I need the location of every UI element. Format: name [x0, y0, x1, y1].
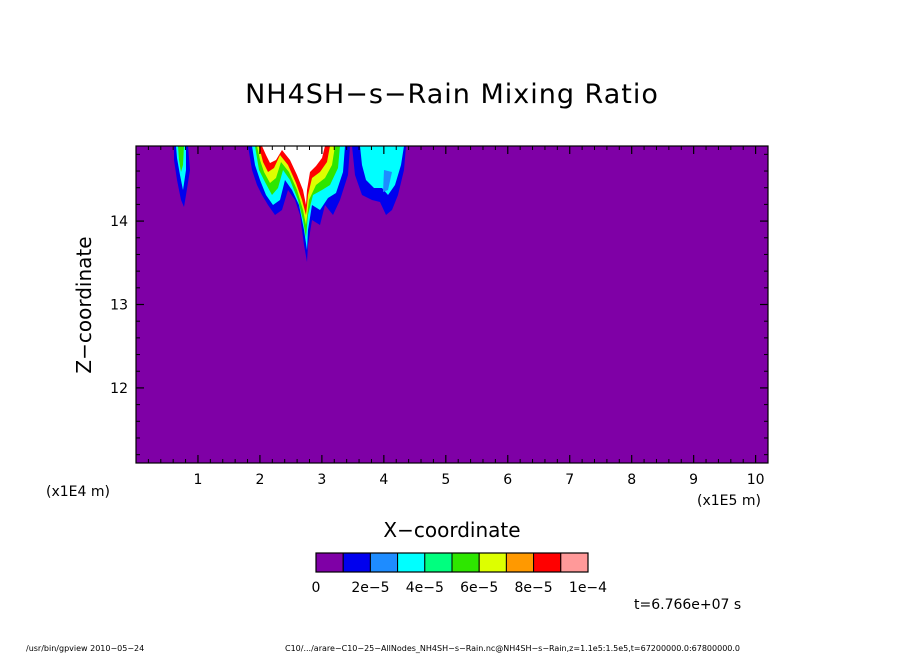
x-tick-label: 4: [379, 472, 388, 488]
x-tick-label: 8: [627, 472, 636, 488]
rain-plumes: [174, 146, 406, 262]
colorbar-label: 6e−5: [460, 580, 498, 596]
colorbar-swatch: [342, 552, 371, 573]
colorbar-label: 8e−5: [515, 580, 553, 596]
x-tick-label: 2: [255, 472, 264, 488]
y-scale-label: (x1E4 m): [46, 484, 110, 500]
x-tick-label: 9: [689, 472, 698, 488]
plume-right-contour-2: [360, 146, 404, 195]
y-tick-label: 14: [110, 214, 128, 230]
time-label: t=6.766e+07 s: [634, 597, 741, 613]
colorbar-frame: [315, 552, 589, 573]
colorbar-label: 2e−5: [351, 580, 389, 596]
colorbar-swatch: [478, 552, 507, 573]
colorbar-swatch: [397, 552, 426, 573]
colorbar-swatch: [451, 552, 480, 573]
colorbar-label: 0: [312, 580, 321, 596]
x-tick-label: 6: [503, 472, 512, 488]
colorbar-swatch: [315, 552, 344, 573]
x-tick-label: 7: [565, 472, 574, 488]
chart-title: NH4SH−s−Rain Mixing Ratio: [245, 79, 659, 110]
x-ticks: 1 2 3 4 5 6 7 8 9 10: [147, 146, 769, 488]
footer-right: C10/.../arare−C10−25−AllNodes_NH4SH−s−Ra…: [285, 644, 740, 653]
colorbar: 0 2e−5 4e−5 6e−5 8e−5 1e−4: [312, 552, 607, 596]
y-tick-label: 12: [110, 381, 128, 397]
y-tick-label: 13: [110, 298, 128, 314]
x-scale-label: (x1E5 m): [697, 493, 761, 509]
y-ticks: 12 13 14: [110, 153, 768, 456]
colorbar-label: 1e−4: [569, 580, 607, 596]
plume-right-contour-3: [383, 170, 392, 192]
x-tick-label: 10: [747, 472, 765, 488]
plot-background: [136, 146, 768, 463]
plume-left-contour-3: [178, 146, 184, 172]
colorbar-swatch: [424, 552, 453, 573]
plume-left: [174, 146, 190, 207]
x-tick-label: 3: [317, 472, 326, 488]
y-axis-label: Z−coordinate: [72, 236, 96, 373]
plume-right: [352, 146, 406, 215]
x-tick-label: 1: [193, 472, 202, 488]
footer-left: /usr/bin/gpview 2010−05−24: [26, 644, 144, 653]
plume-center: [248, 146, 350, 262]
colorbar-swatch: [533, 552, 562, 573]
colorbar-swatch: [560, 552, 589, 573]
x-axis-label: X−coordinate: [383, 518, 520, 542]
colorbar-swatch: [369, 552, 399, 573]
colorbar-swatch: [505, 552, 535, 573]
x-tick-label: 5: [441, 472, 450, 488]
colorbar-label: 4e−5: [406, 580, 444, 596]
plume-center-contour-6: [262, 146, 325, 205]
